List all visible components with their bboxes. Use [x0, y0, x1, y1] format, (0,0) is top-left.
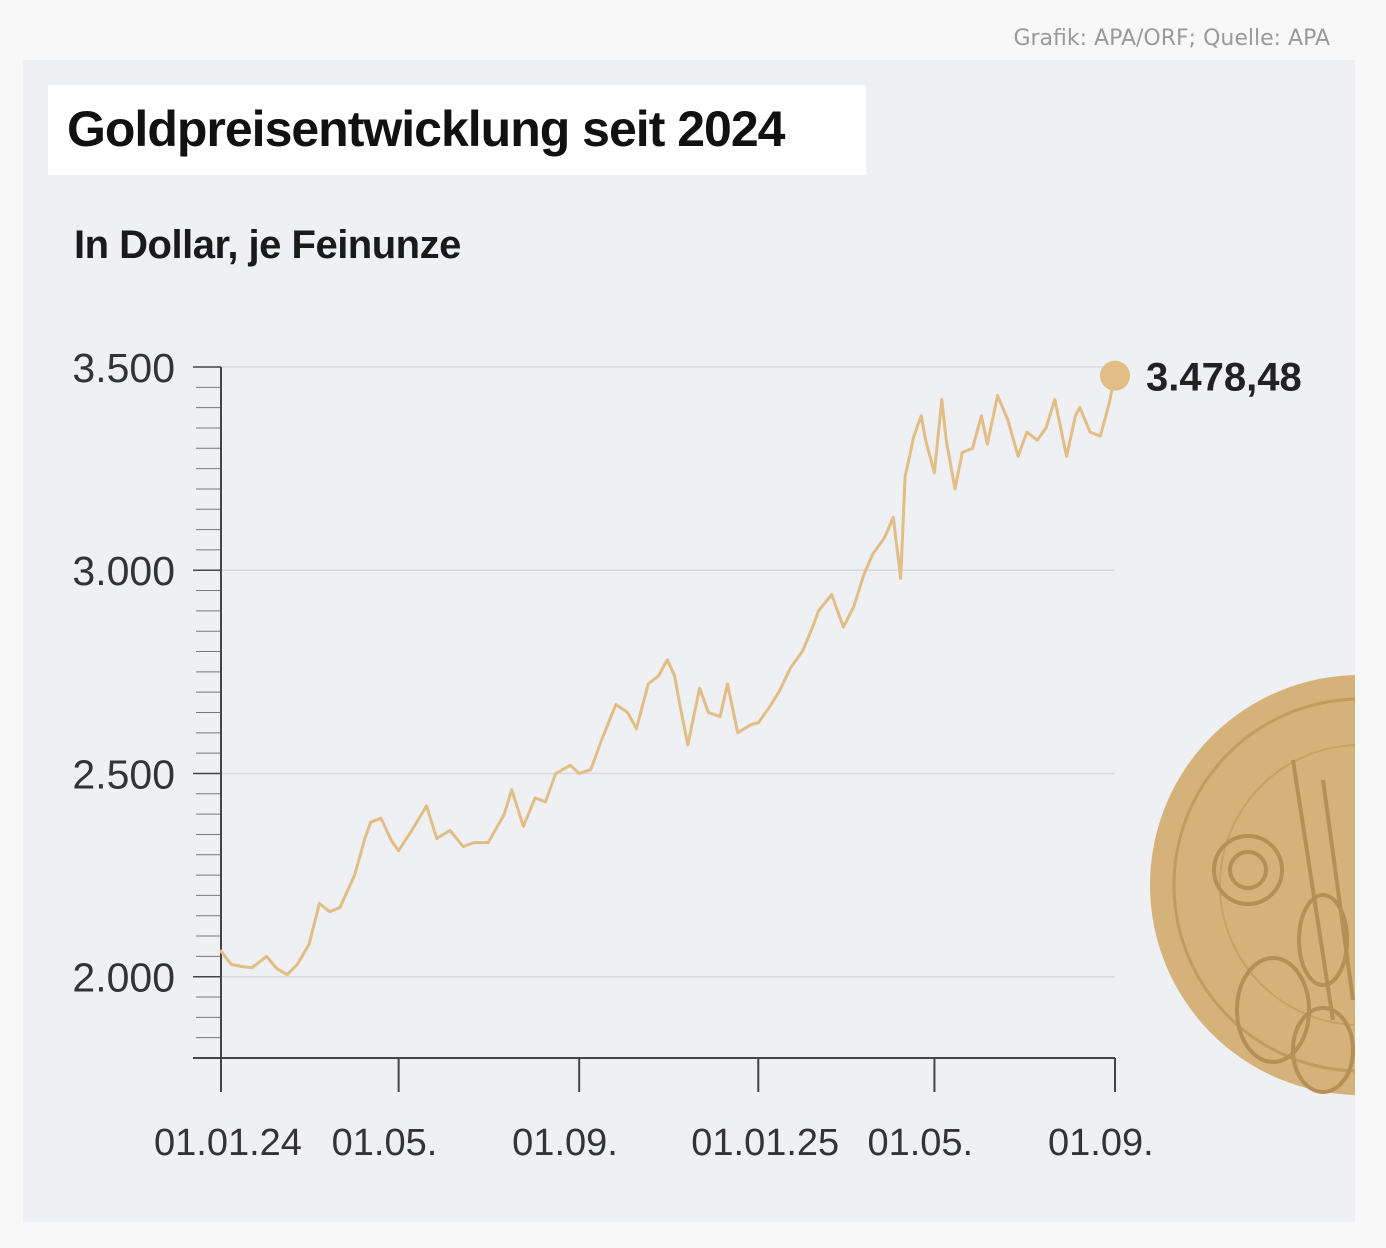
x-tick-label: 01.01.25	[691, 1122, 839, 1164]
line-chart: 2.000 2.500 3.000 3.500 01.01.24 01.05. 01.09.…	[72, 345, 1355, 1164]
chart-title: Goldpreisentwicklung seit 2024	[67, 101, 785, 157]
gold-coin-icon	[1150, 675, 1355, 1095]
series-line	[219, 374, 1117, 977]
y-tick-label: 2.500	[72, 751, 175, 797]
end-value-label: 3.478,48	[1146, 356, 1302, 400]
end-value-marker	[1100, 360, 1130, 391]
y-tick-label: 3.500	[72, 345, 175, 391]
x-tick-label: 01.01.24	[154, 1122, 302, 1164]
x-tick-label: 01.05.	[332, 1122, 438, 1164]
x-tick-label: 01.09.	[1048, 1122, 1154, 1164]
x-tick-label: 01.05.	[867, 1122, 973, 1164]
chart-subtitle: In Dollar, je Feinunze	[74, 223, 461, 267]
x-tick-label: 01.09.	[512, 1122, 618, 1164]
title-box: Goldpreisentwicklung seit 2024	[48, 85, 866, 175]
source-credit: Grafik: APA/ORF; Quelle: APA	[1013, 26, 1330, 51]
y-tick-label: 2.000	[72, 955, 175, 1001]
y-tick-label: 3.000	[72, 548, 175, 594]
chart-panel: Goldpreisentwicklung seit 2024 In Dollar…	[23, 60, 1355, 1222]
